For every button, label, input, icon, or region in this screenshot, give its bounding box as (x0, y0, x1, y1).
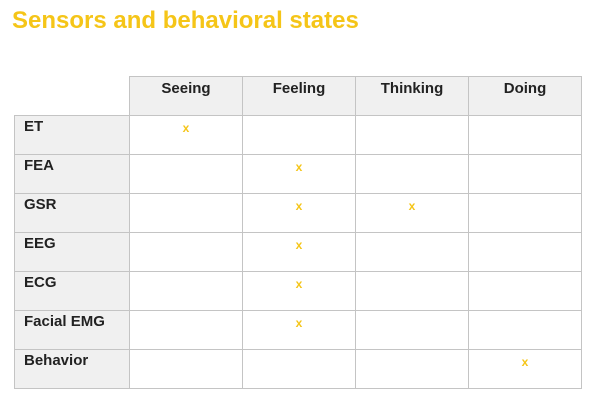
empty-cell (355, 310, 469, 350)
table-body: ET x FEA x GSR x x EEG x ECG x Facial EMG x Behavior x (14, 115, 582, 389)
row-header: GSR (14, 193, 130, 233)
check-mark: x (295, 199, 303, 213)
marked-cell: x (355, 193, 469, 233)
marked-cell: x (468, 349, 582, 389)
empty-cell (468, 193, 582, 233)
empty-cell (468, 115, 582, 155)
table-row: FEA x (14, 154, 582, 194)
empty-cell (355, 232, 469, 272)
marked-cell: x (242, 271, 356, 311)
empty-cell (355, 349, 469, 389)
check-mark: x (295, 160, 303, 174)
empty-cell (355, 154, 469, 194)
check-mark: x (295, 316, 303, 330)
empty-cell (129, 310, 243, 350)
row-header: ECG (14, 271, 130, 311)
marked-cell: x (242, 310, 356, 350)
page-title: Sensors and behavioral states (12, 7, 359, 34)
check-mark: x (408, 199, 416, 213)
check-mark: x (521, 355, 529, 369)
check-mark: x (295, 238, 303, 252)
empty-cell (355, 115, 469, 155)
table-row: Behavior x (14, 349, 582, 389)
row-header: ET (14, 115, 130, 155)
marked-cell: x (242, 193, 356, 233)
row-header: EEG (14, 232, 130, 272)
empty-cell (468, 232, 582, 272)
empty-cell (468, 271, 582, 311)
empty-cell (355, 271, 469, 311)
empty-cell (129, 154, 243, 194)
header-row: Seeing Feeling Thinking Doing (14, 76, 582, 116)
row-header: FEA (14, 154, 130, 194)
table-row: ET x (14, 115, 582, 155)
empty-cell (129, 232, 243, 272)
empty-cell (468, 154, 582, 194)
empty-cell (242, 349, 356, 389)
marked-cell: x (242, 232, 356, 272)
row-header: Behavior (14, 349, 130, 389)
row-header: Facial EMG (14, 310, 130, 350)
empty-cell (468, 310, 582, 350)
marked-cell: x (129, 115, 243, 155)
empty-cell (129, 271, 243, 311)
table-row: GSR x x (14, 193, 582, 233)
table-row: EEG x (14, 232, 582, 272)
sensor-state-table: Seeing Feeling Thinking Doing ET x FEA x GSR… (14, 76, 582, 389)
column-header-feeling: Feeling (242, 76, 356, 116)
empty-cell (129, 349, 243, 389)
column-header-thinking: Thinking (355, 76, 469, 116)
check-mark: x (295, 277, 303, 291)
column-header-doing: Doing (468, 76, 582, 116)
marked-cell: x (242, 154, 356, 194)
empty-cell (242, 115, 356, 155)
empty-cell (129, 193, 243, 233)
check-mark: x (182, 121, 190, 135)
table-row: ECG x (14, 271, 582, 311)
table-row: Facial EMG x (14, 310, 582, 350)
corner-cell (14, 76, 130, 116)
column-header-seeing: Seeing (129, 76, 243, 116)
